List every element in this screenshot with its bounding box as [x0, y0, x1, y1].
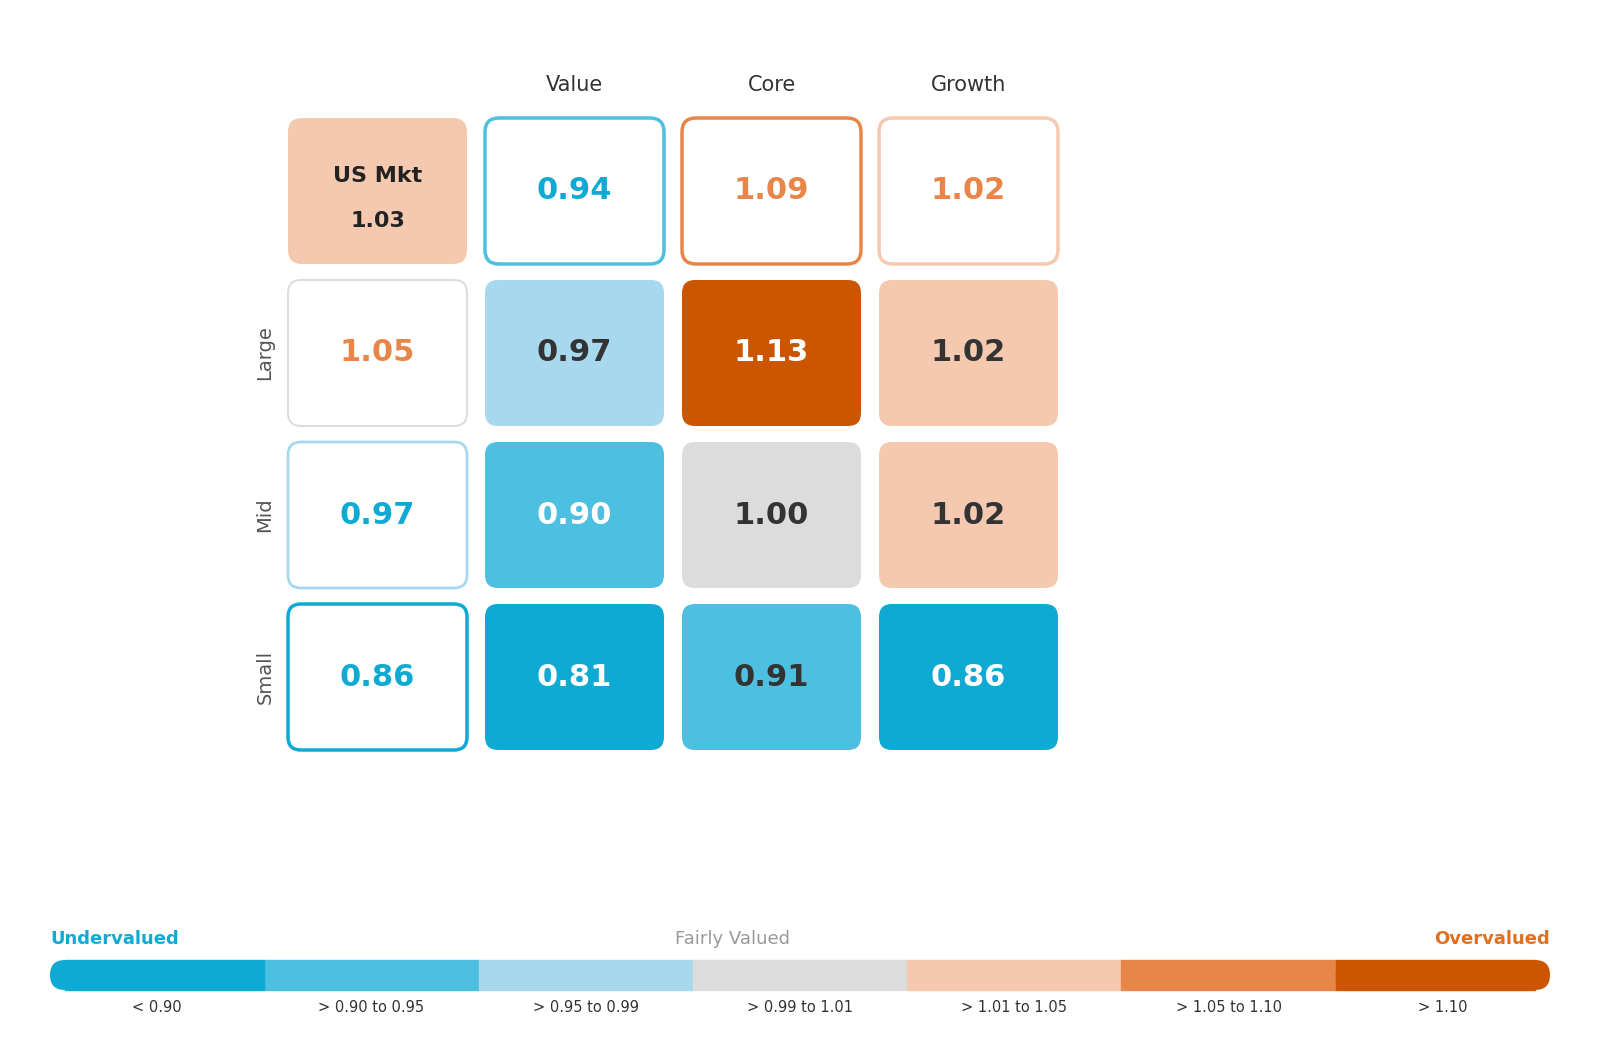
- Text: Large: Large: [256, 325, 275, 381]
- Text: 0.94: 0.94: [536, 177, 613, 205]
- Text: 0.97: 0.97: [339, 501, 414, 529]
- Text: > 0.95 to 0.99: > 0.95 to 0.99: [533, 1000, 638, 1015]
- Text: < 0.90: < 0.90: [133, 1000, 182, 1015]
- Text: 0.86: 0.86: [339, 663, 414, 691]
- Bar: [1336, 960, 1534, 990]
- FancyBboxPatch shape: [485, 280, 664, 426]
- FancyBboxPatch shape: [682, 442, 861, 588]
- FancyBboxPatch shape: [878, 118, 1058, 264]
- Text: 1.02: 1.02: [931, 339, 1006, 367]
- Bar: [693, 960, 907, 990]
- FancyBboxPatch shape: [878, 280, 1058, 426]
- FancyBboxPatch shape: [1336, 960, 1550, 990]
- Text: 1.00: 1.00: [734, 501, 810, 529]
- Bar: [66, 960, 264, 990]
- Text: 1.03: 1.03: [350, 211, 405, 231]
- FancyBboxPatch shape: [485, 604, 664, 750]
- FancyBboxPatch shape: [485, 442, 664, 588]
- Text: > 0.90 to 0.95: > 0.90 to 0.95: [318, 1000, 424, 1015]
- Text: Growth: Growth: [931, 75, 1006, 95]
- FancyBboxPatch shape: [50, 960, 264, 990]
- Text: Core: Core: [747, 75, 795, 95]
- Text: US Mkt: US Mkt: [333, 166, 422, 186]
- FancyBboxPatch shape: [878, 604, 1058, 750]
- Text: Value: Value: [546, 75, 603, 95]
- Bar: [478, 960, 693, 990]
- Text: Small: Small: [256, 650, 275, 704]
- FancyBboxPatch shape: [878, 442, 1058, 588]
- Text: 0.91: 0.91: [734, 663, 810, 691]
- Text: Fairly Valued: Fairly Valued: [675, 930, 790, 948]
- FancyBboxPatch shape: [682, 280, 861, 426]
- Text: > 0.99 to 1.01: > 0.99 to 1.01: [747, 1000, 853, 1015]
- Text: 1.13: 1.13: [734, 339, 810, 367]
- FancyBboxPatch shape: [288, 604, 467, 750]
- Text: Undervalued: Undervalued: [50, 930, 179, 948]
- Text: 0.90: 0.90: [536, 501, 613, 529]
- Text: 0.97: 0.97: [538, 339, 613, 367]
- FancyBboxPatch shape: [288, 118, 467, 264]
- FancyBboxPatch shape: [682, 604, 861, 750]
- Text: > 1.01 to 1.05: > 1.01 to 1.05: [962, 1000, 1067, 1015]
- Text: 0.86: 0.86: [931, 663, 1006, 691]
- FancyBboxPatch shape: [485, 118, 664, 264]
- Text: 0.81: 0.81: [538, 663, 613, 691]
- Bar: [264, 960, 478, 990]
- FancyBboxPatch shape: [682, 118, 861, 264]
- Text: 1.05: 1.05: [339, 339, 414, 367]
- Bar: [1122, 960, 1336, 990]
- Text: > 1.05 to 1.10: > 1.05 to 1.10: [1176, 1000, 1282, 1015]
- Text: Overvalued: Overvalued: [1434, 930, 1550, 948]
- Bar: [907, 960, 1122, 990]
- FancyBboxPatch shape: [288, 442, 467, 588]
- FancyBboxPatch shape: [288, 280, 467, 426]
- Text: > 1.10: > 1.10: [1418, 1000, 1467, 1015]
- Text: 1.09: 1.09: [734, 177, 810, 205]
- Text: 1.02: 1.02: [931, 501, 1006, 529]
- Text: Mid: Mid: [256, 498, 275, 532]
- Text: 1.02: 1.02: [931, 177, 1006, 205]
